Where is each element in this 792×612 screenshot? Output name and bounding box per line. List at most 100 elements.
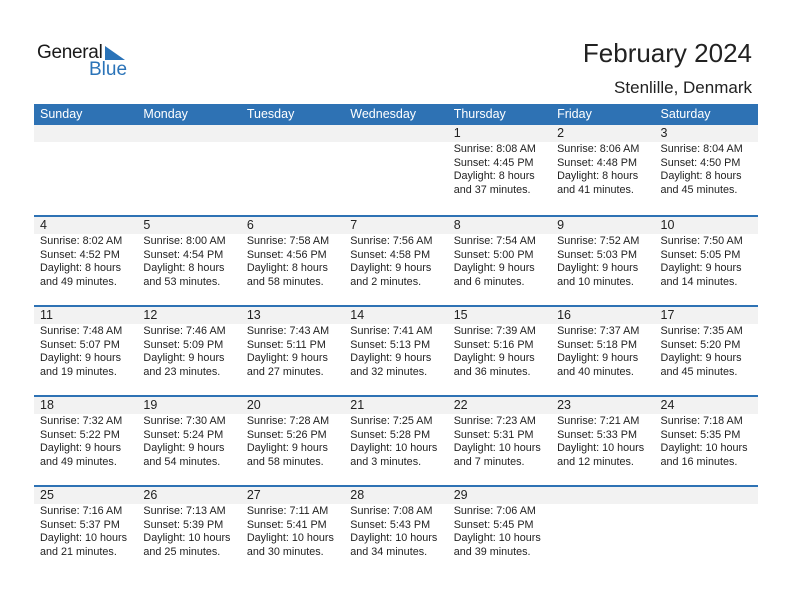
daylight-hours: Daylight: 10 hours	[557, 442, 645, 454]
sunset-time: Sunset: 5:22 PM	[40, 428, 120, 441]
day-number: 4	[40, 218, 47, 232]
daylight-minutes: and 14 minutes.	[660, 275, 738, 288]
weekday-saturday: Saturday	[660, 107, 711, 121]
daylight-minutes: and 45 minutes.	[660, 183, 738, 196]
daylight-minutes: and 45 minutes.	[660, 365, 738, 378]
daylight-hours: Daylight: 9 hours	[40, 442, 122, 454]
day-cell: 20 Sunrise: 7:28 AM Sunset: 5:26 PM Dayligh…	[241, 397, 344, 469]
daylight-hours: Daylight: 10 hours	[453, 442, 541, 454]
sunset-time: Sunset: 5:24 PM	[143, 428, 224, 441]
daylight-hours: Daylight: 9 hours	[350, 262, 432, 274]
sunset-time: Sunset: 5:45 PM	[453, 518, 534, 531]
day-number: 11	[40, 308, 53, 322]
sunrise-time: Sunrise: 7:39 AM	[453, 325, 536, 337]
day-number-band	[34, 487, 758, 504]
day-number: 18	[40, 398, 54, 412]
day-cell: 21 Sunrise: 7:25 AM Sunset: 5:28 PM Dayligh…	[344, 397, 447, 469]
daylight-minutes: and 7 minutes.	[453, 455, 525, 468]
day-number: 25	[40, 488, 54, 502]
sunset-time: Sunset: 5:26 PM	[246, 428, 327, 441]
daylight-minutes: and 41 minutes.	[557, 183, 634, 196]
day-number: 6	[246, 218, 254, 232]
daylight-hours: Daylight: 8 hours	[660, 170, 742, 182]
sunrise-time: Sunrise: 7:28 AM	[246, 415, 330, 427]
daylight-hours: Daylight: 9 hours	[453, 352, 535, 364]
sunset-time: Sunset: 5:43 PM	[350, 518, 431, 531]
daylight-minutes: and 27 minutes.	[246, 365, 324, 378]
week-row: 11 Sunrise: 7:48 AM Sunset: 5:07 PM Dayligh…	[34, 305, 758, 395]
location: Stenlille, Denmark	[614, 78, 752, 97]
sunrise-time: Sunrise: 7:23 AM	[453, 415, 536, 427]
daylight-minutes: and 58 minutes.	[246, 275, 324, 288]
weekday-sunday: Sunday	[40, 107, 83, 121]
sunrise-time: Sunrise: 7:16 AM	[40, 505, 123, 517]
sunset-time: Sunset: 5:03 PM	[557, 248, 637, 261]
sunset-time: Sunset: 5:11 PM	[246, 338, 326, 351]
daylight-hours: Daylight: 9 hours	[557, 352, 639, 364]
day-cell: 7 Sunrise: 7:56 AM Sunset: 4:58 PM Daylight…	[344, 217, 447, 289]
day-cell: 9 Sunrise: 7:52 AM Sunset: 5:03 PM Daylight…	[551, 217, 654, 289]
empty-day-cell	[34, 125, 137, 197]
logo-text-general: General	[37, 42, 103, 63]
day-number-band	[34, 217, 758, 234]
day-cell: 26 Sunrise: 7:13 AM Sunset: 5:39 PM Dayligh…	[137, 487, 240, 559]
day-cell: 6 Sunrise: 7:58 AM Sunset: 4:56 PM Daylight…	[241, 217, 344, 289]
day-cell: 8 Sunrise: 7:54 AM Sunset: 5:00 PM Daylight…	[448, 217, 551, 289]
daylight-hours: Daylight: 9 hours	[40, 352, 122, 364]
sunrise-time: Sunrise: 7:18 AM	[660, 415, 743, 427]
page-title: February 2024	[582, 38, 752, 68]
sunrise-time: Sunrise: 8:00 AM	[143, 235, 226, 247]
sunrise-time: Sunrise: 8:06 AM	[557, 143, 640, 155]
sunrise-time: Sunrise: 7:48 AM	[40, 325, 123, 337]
sunset-time: Sunset: 4:56 PM	[246, 248, 327, 261]
daylight-hours: Daylight: 8 hours	[40, 262, 122, 274]
day-number: 14	[350, 308, 365, 322]
sunrise-time: Sunrise: 7:54 AM	[453, 235, 536, 247]
daylight-minutes: and 16 minutes.	[660, 455, 738, 468]
sunset-time: Sunset: 4:45 PM	[453, 156, 534, 169]
daylight-hours: Daylight: 9 hours	[143, 352, 225, 364]
day-number: 1	[453, 126, 461, 140]
sunset-time: Sunset: 5:09 PM	[143, 338, 224, 351]
daylight-hours: Daylight: 10 hours	[660, 442, 748, 454]
daylight-hours: Daylight: 10 hours	[453, 532, 541, 544]
day-number: 26	[143, 488, 158, 502]
day-number: 21	[350, 398, 365, 412]
sunset-time: Sunset: 4:54 PM	[143, 248, 224, 261]
daylight-minutes: and 34 minutes.	[350, 545, 428, 558]
day-number: 10	[660, 218, 675, 232]
day-number: 24	[660, 398, 675, 412]
sunrise-time: Sunrise: 7:46 AM	[143, 325, 226, 337]
empty-day-cell	[655, 487, 758, 559]
sunset-time: Sunset: 5:13 PM	[350, 338, 431, 351]
sunrise-time: Sunrise: 8:08 AM	[453, 143, 536, 155]
day-cell: 18 Sunrise: 7:32 AM Sunset: 5:22 PM Dayligh…	[34, 397, 137, 469]
daylight-minutes: and 40 minutes.	[557, 365, 634, 378]
day-number: 9	[557, 218, 565, 232]
daylight-hours: Daylight: 9 hours	[557, 262, 639, 274]
day-number: 29	[453, 488, 468, 502]
day-number: 22	[453, 398, 468, 412]
daylight-minutes: and 54 minutes.	[143, 455, 221, 468]
day-cell: 25 Sunrise: 7:16 AM Sunset: 5:37 PM Dayligh…	[34, 487, 137, 559]
daylight-minutes: and 3 minutes.	[350, 455, 422, 468]
daylight-minutes: and 36 minutes.	[453, 365, 531, 378]
day-cell: 22 Sunrise: 7:23 AM Sunset: 5:31 PM Dayligh…	[448, 397, 551, 469]
logo: General Blue	[37, 42, 137, 82]
sunset-time: Sunset: 5:41 PM	[246, 518, 327, 531]
daylight-hours: Daylight: 10 hours	[40, 532, 128, 544]
daylight-minutes: and 32 minutes.	[350, 365, 428, 378]
daylight-minutes: and 12 minutes.	[557, 455, 634, 468]
sunset-time: Sunset: 4:58 PM	[350, 248, 431, 261]
sunset-time: Sunset: 5:07 PM	[40, 338, 120, 351]
weekday-thursday: Thursday	[453, 107, 506, 121]
daylight-minutes: and 2 minutes.	[350, 275, 422, 288]
sunset-time: Sunset: 5:37 PM	[40, 518, 120, 531]
day-cell: 19 Sunrise: 7:30 AM Sunset: 5:24 PM Dayligh…	[137, 397, 240, 469]
day-number: 23	[557, 398, 572, 412]
sunrise-time: Sunrise: 7:41 AM	[350, 325, 433, 337]
daylight-hours: Daylight: 10 hours	[350, 442, 438, 454]
day-number: 5	[143, 218, 151, 232]
week-row: 25 Sunrise: 7:16 AM Sunset: 5:37 PM Dayligh…	[34, 485, 758, 575]
day-cell: 23 Sunrise: 7:21 AM Sunset: 5:33 PM Dayligh…	[551, 397, 654, 469]
